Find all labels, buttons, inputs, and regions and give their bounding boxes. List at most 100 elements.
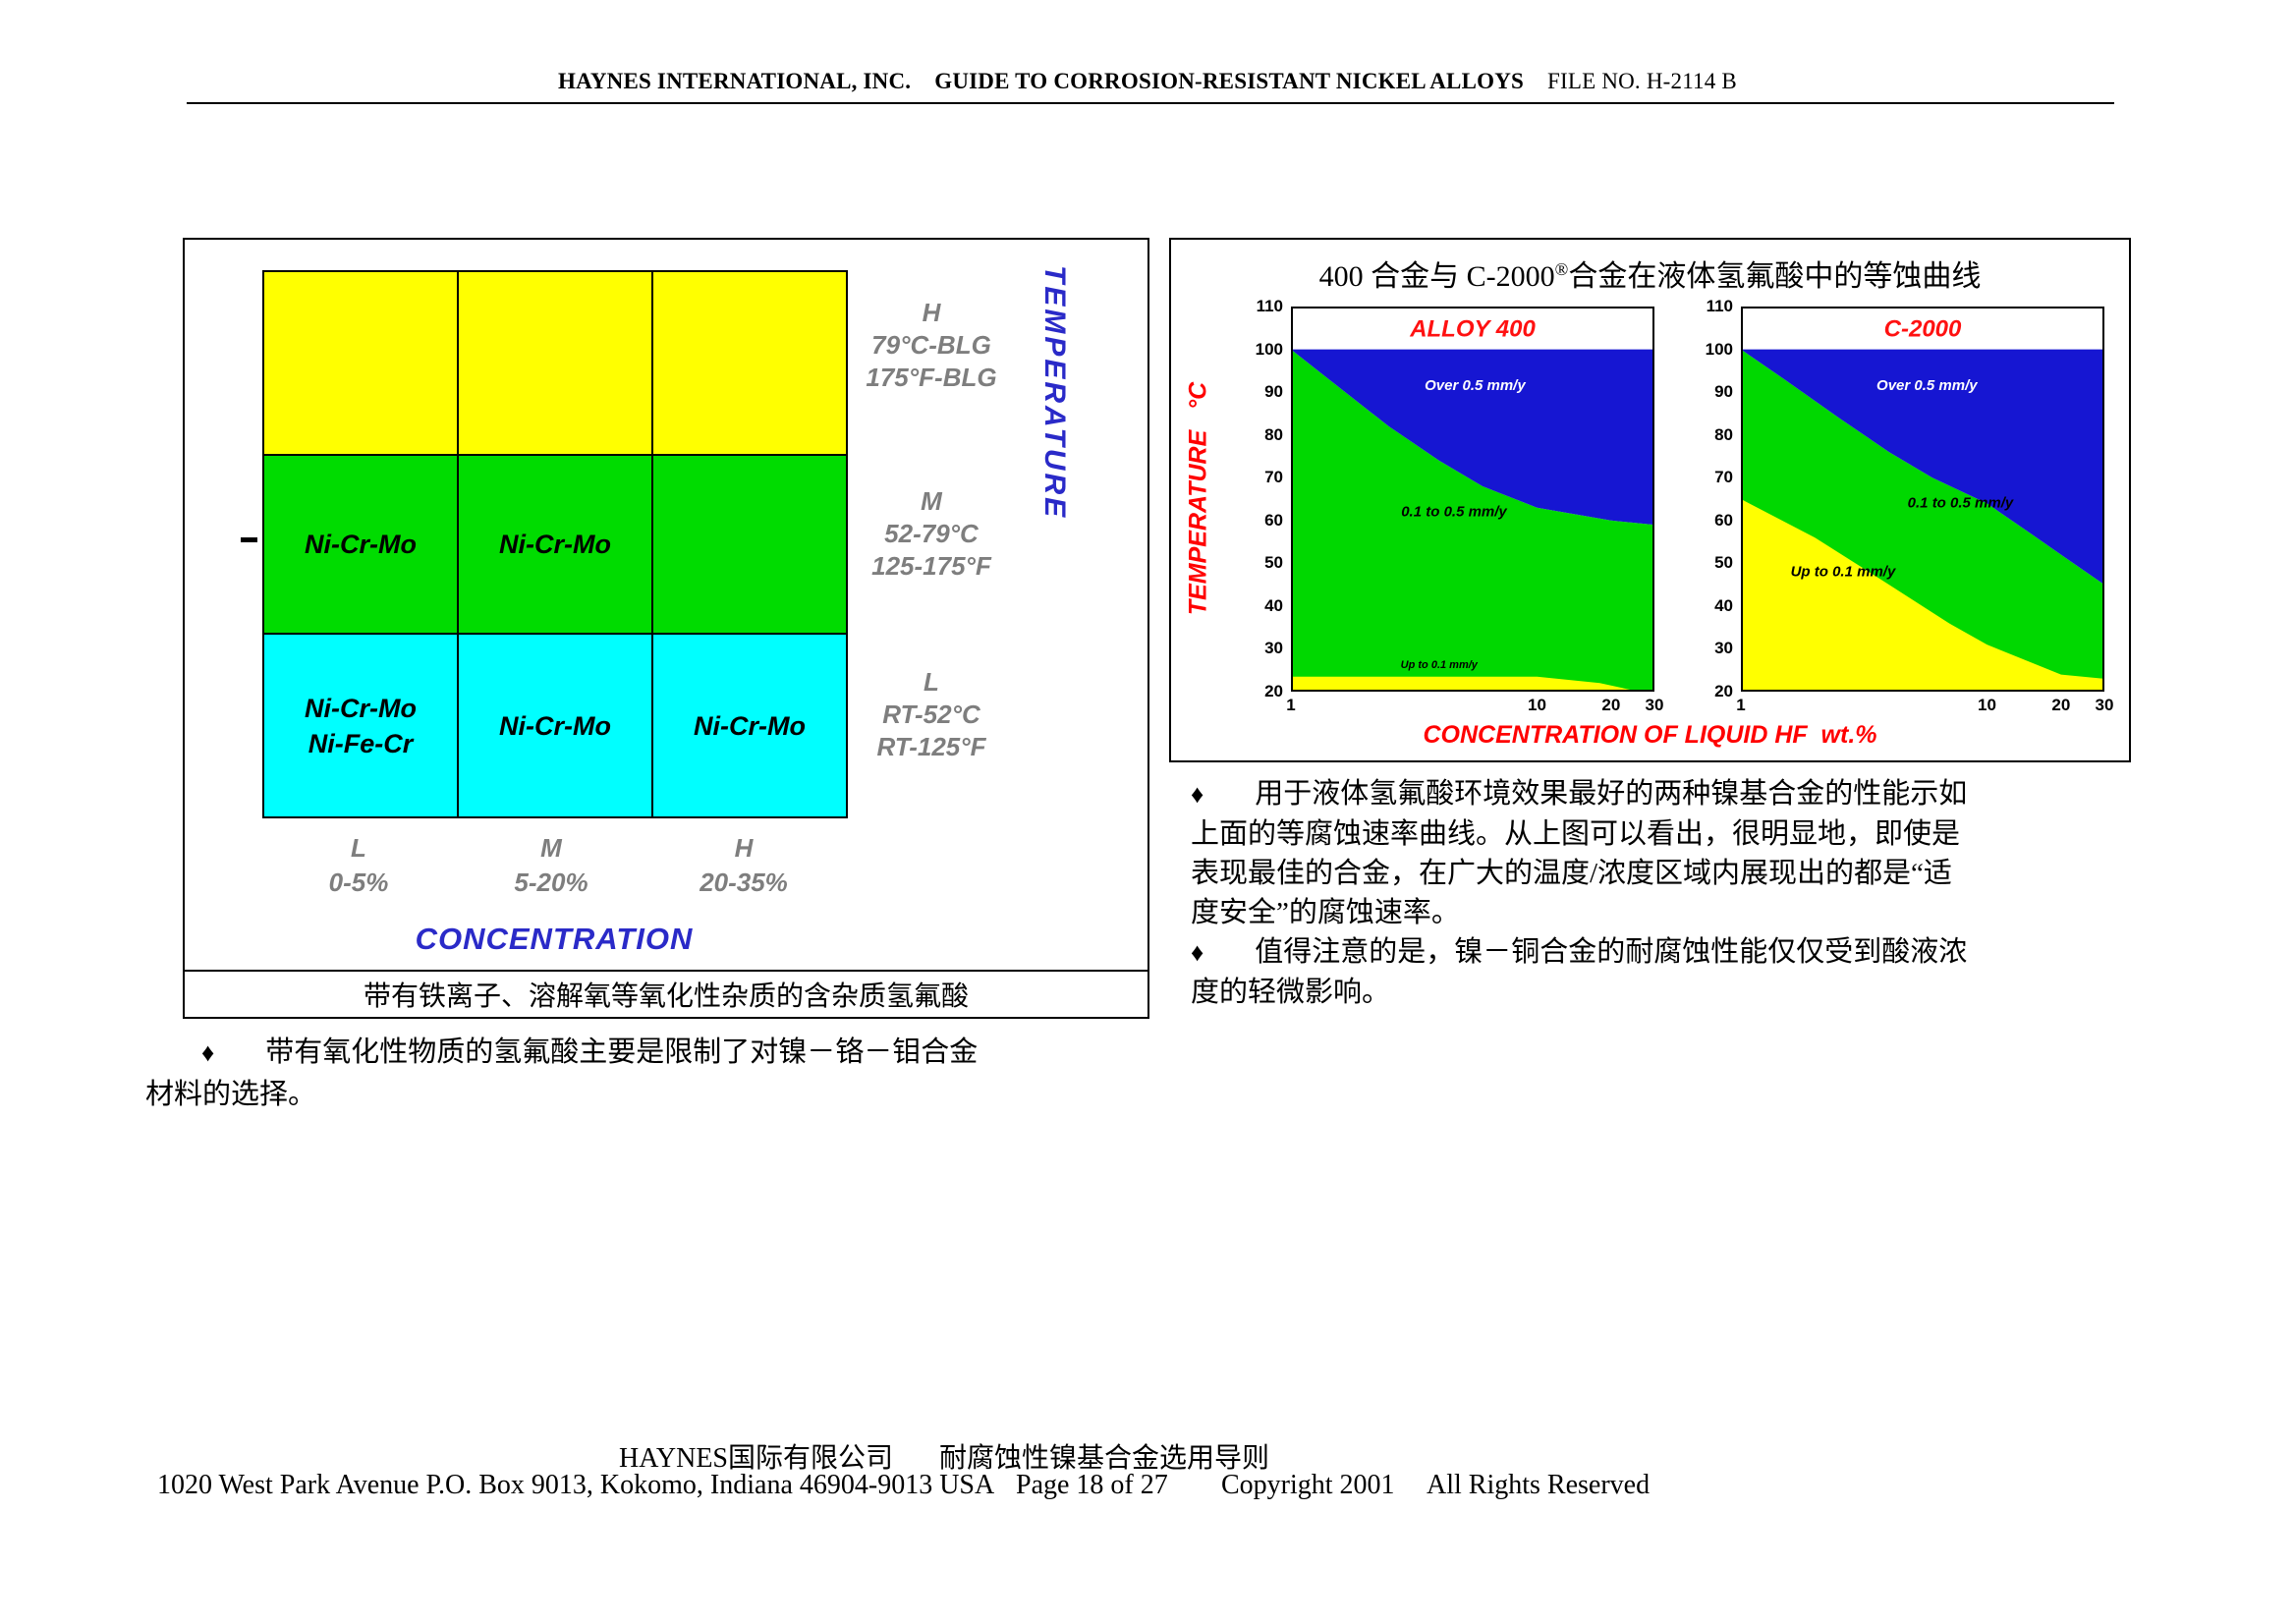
region-label: Up to 0.1 mm/y <box>1791 563 1896 580</box>
document-header: HAYNES INTERNATIONAL, INC. GUIDE TO CORRO… <box>0 69 2295 94</box>
footer-address: 1020 West Park Avenue P.O. Box 9013, Kok… <box>157 1470 995 1500</box>
tier-range: 5-20% <box>514 868 588 897</box>
grid-cell-r1c3 <box>653 272 846 454</box>
note-text: 用于液体氢氟酸环境效果最好的两种镍基合金的性能示如 <box>1255 778 1968 810</box>
conc-tier-high: H 20-35% <box>645 831 842 900</box>
header-rule <box>187 102 2114 104</box>
tier-fahrenheit: RT-125°F <box>876 732 986 761</box>
header-company: HAYNES INTERNATIONAL, INC. <box>558 69 912 93</box>
x-tick-label: 1 <box>1286 696 1296 714</box>
temp-tier-high: H 79°C-BLG 175°F-BLG <box>766 297 1096 394</box>
x-tick-label: 1 <box>1736 696 1746 714</box>
x-tick-label: 20 <box>1601 696 1621 714</box>
tier-range: 20-35% <box>700 868 788 897</box>
y-tick-label: 20 <box>1264 682 1283 700</box>
note-text: 度的轻微影响。 <box>1191 977 1391 1008</box>
title-suffix: 合金在液体氢氟酸中的等蚀曲线 <box>1568 260 1982 293</box>
grid-cell-r2c3 <box>653 456 846 633</box>
tier-code: H <box>922 298 941 327</box>
x-tick-label: 10 <box>1528 696 1546 714</box>
x-tick-label: 10 <box>1978 696 1996 714</box>
hf-alloy-selection-figure: Ni-Cr-Mo Ni-Cr-Mo Ni-Cr-Mo Ni-Fe-Cr Ni-Cr… <box>183 238 1149 1019</box>
region-label: Over 0.5 mm/y <box>1425 377 1526 394</box>
tier-code: M <box>921 486 942 516</box>
footer-rights: All Rights Reserved <box>1427 1470 1651 1500</box>
figure-caption: 带有铁离子、溶解氧等氧化性杂质的含杂质氢氟酸 <box>185 970 1148 1017</box>
tier-celsius: 79°C-BLG <box>871 330 991 360</box>
footer-copyright: Copyright 2001 <box>1221 1470 1395 1500</box>
y-tick-label: 20 <box>1714 682 1733 700</box>
footer-page-number: Page 18 of 27 <box>1016 1470 1168 1500</box>
registered-trademark-symbol: ® <box>1554 259 1569 279</box>
y-tick-label: 30 <box>1264 639 1283 658</box>
chart-title: ALLOY 400 <box>1409 315 1536 342</box>
blue-region <box>1741 349 2104 586</box>
title-prefix: 400 合金与 C-2000 <box>1318 260 1555 293</box>
y-tick-label: 90 <box>1714 382 1733 402</box>
tier-code: H <box>734 833 754 863</box>
bullet-icon: ♦ <box>1191 938 1204 967</box>
tier-celsius: 52-79°C <box>884 519 979 548</box>
y-tick-label: 80 <box>1714 424 1733 444</box>
y-tick-label: 40 <box>1714 595 1733 615</box>
x-tick-label: 20 <box>2051 696 2071 714</box>
y-tick-label: 50 <box>1714 553 1733 573</box>
notes-right: ♦ 用于液体氢氟酸环境效果最好的两种镍基合金的性能示如 上面的等腐蚀速率曲线。从上… <box>1191 774 2075 1012</box>
footer-product-cn: 耐腐蚀性镍基合金选用导则 <box>939 1443 1270 1474</box>
temp-tier-low: L RT-52°C RT-125°F <box>766 666 1096 763</box>
blue-region <box>1291 349 1654 526</box>
grid-cell-r2c2: Ni-Cr-Mo <box>459 456 651 633</box>
y-tick-label: 60 <box>1264 510 1283 530</box>
plot-area: C-2000 Over 0.5 mm/y 0.1 to 0.5 mm/y Up to … <box>1741 307 2104 692</box>
y-tick-label: 50 <box>1264 553 1283 573</box>
plot-frame <box>1741 307 2104 692</box>
note-text: 带有氧化性物质的氢氟酸主要是限制了对镍－铬－钼合金 <box>265 1036 979 1068</box>
grid-cell-r1c1 <box>264 272 457 454</box>
y-tick-label: 110 <box>1256 297 1283 315</box>
plot-area: ALLOY 400 Over 0.5 mm/y 0.1 to 0.5 mm/y Up … <box>1291 307 1654 692</box>
region-label: Up to 0.1 mm/y <box>1401 659 1479 671</box>
footer-company-cn: HAYNES国际有限公司 <box>619 1443 893 1474</box>
axis-tick-mark <box>241 537 257 542</box>
tier-fahrenheit: 175°F-BLG <box>866 363 997 392</box>
note-text: 值得注意的是，镍－铜合金的耐腐蚀性能仅仅受到酸液浓 <box>1255 936 1968 968</box>
temperature-axis-label: TEMPERATURE <box>1038 265 1071 521</box>
header-file-no: FILE NO. H-2114 B <box>1547 69 1737 93</box>
x-tick-label: 30 <box>1645 696 1664 714</box>
alloy-400-chart: ALLOY 400 Over 0.5 mm/y 0.1 to 0.5 mm/y Up … <box>1250 297 1664 723</box>
x-tick-label: 30 <box>2095 696 2114 714</box>
conc-tier-low: L 0-5% <box>260 831 457 900</box>
y-tick-label: 80 <box>1264 424 1283 444</box>
yellow-region <box>1741 499 2104 692</box>
tier-celsius: RT-52°C <box>882 700 980 729</box>
note-text: 表现最佳的合金，在广大的温度/浓度区域内展现出的都是“适 <box>1191 858 1952 889</box>
x-axis-label: CONCENTRATION OF LIQUID HF wt.% <box>1423 721 1877 749</box>
bullet-icon: ♦ <box>1191 780 1204 809</box>
c-2000-chart: C-2000 Over 0.5 mm/y 0.1 to 0.5 mm/y Up to … <box>1700 297 2114 723</box>
tier-code: L <box>924 667 939 697</box>
note-text: 度安全”的腐蚀速率。 <box>1191 897 1460 928</box>
green-region <box>1291 349 1654 692</box>
y-tick-label: 100 <box>1705 339 1733 359</box>
y-tick-label: 100 <box>1255 339 1283 359</box>
concentration-axis-label: CONCENTRATION <box>415 922 694 956</box>
hf-isocorrosion-figure: 400 合金与 C-2000®合金在液体氢氟酸中的等蚀曲线 TEMPERATUR… <box>1169 238 2131 762</box>
plot-frame <box>1291 307 1654 692</box>
grid-cell-r1c2 <box>459 272 651 454</box>
note-text: 上面的等腐蚀速率曲线。从上图可以看出，很明显地，即使是 <box>1191 818 1961 850</box>
region-label: 0.1 to 0.5 mm/y <box>1908 495 2014 512</box>
yellow-region <box>1291 676 1654 692</box>
tier-code: M <box>540 833 562 863</box>
alloy-selection-grid: Ni-Cr-Mo Ni-Cr-Mo Ni-Cr-Mo Ni-Fe-Cr Ni-Cr… <box>262 270 848 818</box>
note-left: ♦ 带有氧化性物质的氢氟酸主要是限制了对镍－铬－钼合金 材料的选择。 <box>145 1032 1089 1115</box>
y-tick-label: 70 <box>1264 468 1283 487</box>
figure-title: 400 合金与 C-2000®合金在液体氢氟酸中的等蚀曲线 <box>1171 252 2129 295</box>
y-axis-label: TEMPERATURE °C <box>1184 381 1212 616</box>
chart-title: C-2000 <box>1884 315 1962 342</box>
grid-cell-r3c1: Ni-Cr-Mo Ni-Fe-Cr <box>264 635 457 816</box>
tier-code: L <box>351 833 366 863</box>
y-tick-label: 30 <box>1714 639 1733 658</box>
grid-cell-r3c2: Ni-Cr-Mo <box>459 635 651 816</box>
y-tick-label: 40 <box>1264 595 1283 615</box>
